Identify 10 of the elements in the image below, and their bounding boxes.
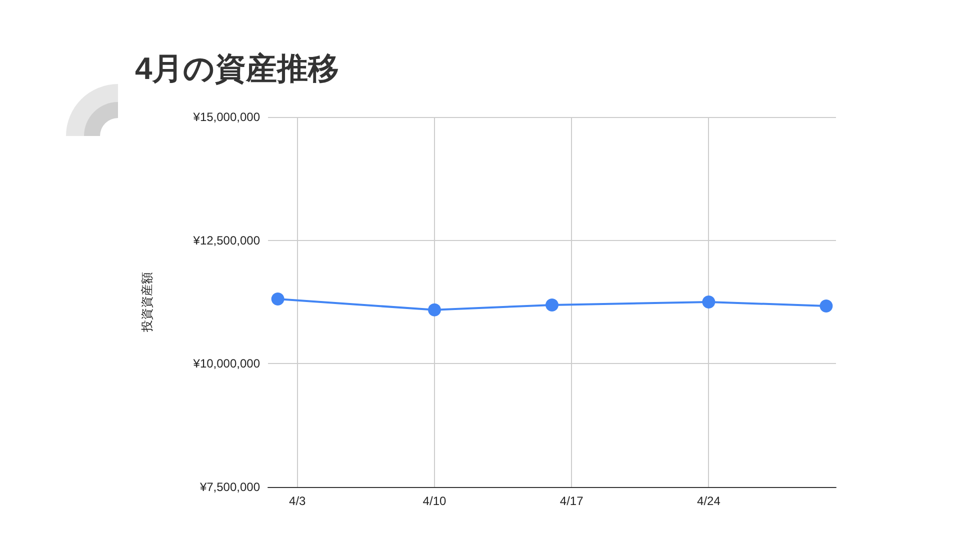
- y-tick-label: ¥15,000,000: [192, 110, 260, 124]
- x-tick-label: 4/3: [289, 494, 306, 508]
- y-axis-title: 投資資産額: [140, 272, 154, 333]
- y-tick-label: ¥10,000,000: [192, 356, 260, 371]
- x-tick-label: 4/17: [560, 494, 584, 508]
- x-tick-label: 4/10: [422, 494, 446, 508]
- x-tick-label: 4/24: [697, 494, 721, 508]
- y-tick-label: ¥7,500,000: [198, 480, 260, 494]
- chart-title: 4月の資産推移: [135, 51, 340, 86]
- y-tick-label: ¥12,500,000: [192, 233, 260, 248]
